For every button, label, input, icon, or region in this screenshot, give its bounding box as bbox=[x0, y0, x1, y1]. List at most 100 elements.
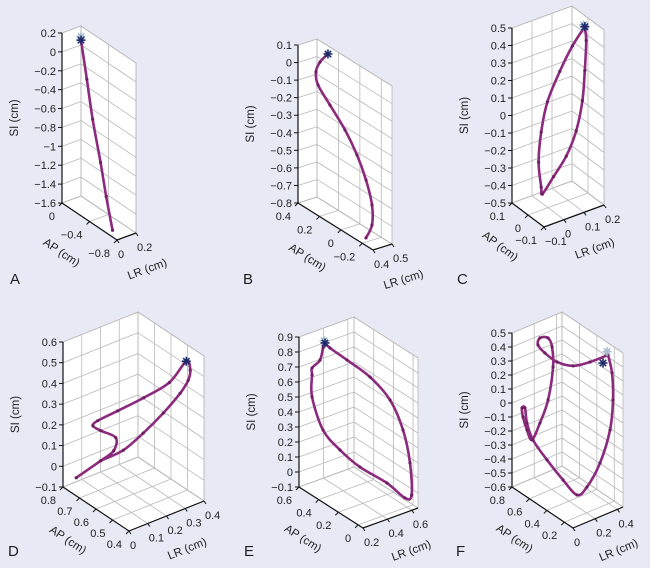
trajectory-point bbox=[520, 406, 524, 410]
si-tick-label: −0.1 bbox=[35, 482, 57, 494]
lr-tick-mark bbox=[543, 226, 547, 231]
ap-tick-mark bbox=[295, 486, 300, 491]
si-tick-label: 0.7 bbox=[278, 362, 293, 374]
gridline-si bbox=[511, 93, 573, 116]
trajectory-point bbox=[338, 448, 342, 452]
si-tick-label: −0.4 bbox=[484, 454, 506, 466]
dark-star-marker-stroke bbox=[77, 36, 85, 44]
si-tick-label: 0 bbox=[500, 111, 506, 123]
si-axis-title: SI (cm) bbox=[459, 391, 471, 428]
trajectory-point bbox=[536, 343, 540, 347]
lr-tick-mark bbox=[184, 508, 188, 512]
gridline-si bbox=[297, 91, 318, 99]
lr-axis-title: LR (cm) bbox=[598, 537, 640, 564]
trajectory-point bbox=[531, 438, 535, 442]
panel-label: A bbox=[10, 271, 20, 288]
gridline-si bbox=[353, 466, 419, 509]
si-tick-label: −0.5 bbox=[484, 468, 506, 480]
gridline-si bbox=[298, 361, 355, 383]
ap-axis bbox=[511, 486, 574, 529]
ap-tick-mark bbox=[58, 202, 63, 207]
trajectory-point bbox=[552, 174, 556, 179]
lr-tick-mark bbox=[411, 509, 415, 514]
ap-tick-label: 0.6 bbox=[507, 507, 522, 519]
trajectory-point bbox=[314, 70, 318, 74]
trajectory-point bbox=[610, 371, 614, 375]
gridline-si bbox=[511, 128, 573, 151]
gridline-si bbox=[297, 73, 318, 81]
trajectory-point bbox=[546, 398, 550, 402]
trajectory-point bbox=[91, 424, 95, 428]
panel-b: 0.10−0.1−0.2−0.3−0.4−0.5−0.6−0.7−0.80.40… bbox=[243, 38, 425, 292]
lr-tick-mark bbox=[372, 249, 376, 254]
si-axis-title: SI (cm) bbox=[459, 97, 471, 134]
gridline-si bbox=[511, 5, 573, 29]
trajectory-point bbox=[116, 409, 120, 413]
ap-tick-mark bbox=[354, 524, 359, 529]
si-tick-label: 0.2 bbox=[41, 28, 56, 40]
ap-tick-mark bbox=[125, 530, 130, 535]
trajectory-point bbox=[539, 130, 543, 134]
ap-tick-mark bbox=[526, 498, 530, 503]
dark-star-marker-stroke bbox=[321, 339, 329, 347]
trajectory-point bbox=[91, 117, 95, 121]
trajectory-point bbox=[85, 77, 89, 81]
ap-tick-mark bbox=[508, 202, 513, 207]
trajectory-point bbox=[571, 364, 575, 368]
trajectory-point bbox=[608, 428, 612, 432]
si-tick-label: −0.6 bbox=[270, 163, 292, 175]
ap-tick-label: 0.8 bbox=[41, 495, 56, 507]
si-tick-label: −0.2 bbox=[484, 146, 506, 158]
gridline-si bbox=[298, 406, 355, 428]
trajectory-point bbox=[545, 100, 550, 104]
trajectory-point bbox=[74, 476, 78, 480]
gridline-si bbox=[353, 391, 419, 434]
trajectory-point bbox=[583, 69, 587, 73]
si-tick-label: −0.5 bbox=[484, 198, 506, 210]
ap-tick-label: 0.1 bbox=[490, 211, 505, 223]
ap-tick-mark bbox=[294, 202, 299, 207]
si-tick-label: −0.2 bbox=[34, 66, 56, 78]
gridline-si bbox=[298, 346, 355, 368]
ap-tick-label: 0.5 bbox=[90, 528, 105, 540]
dark-star-marker bbox=[580, 22, 590, 32]
gridline-si bbox=[316, 91, 393, 140]
trajectory-point bbox=[370, 203, 374, 207]
ap-tick-label: 0.6 bbox=[277, 495, 292, 507]
gridline-si bbox=[511, 409, 563, 432]
gridline-si bbox=[298, 391, 355, 413]
trajectory-point bbox=[523, 406, 527, 410]
trajectory-point bbox=[358, 465, 362, 469]
trajectory-point bbox=[310, 366, 314, 370]
trajectory-point bbox=[316, 83, 320, 87]
ap-tick-label: 0.7 bbox=[57, 506, 72, 518]
si-axis-title: SI (cm) bbox=[246, 393, 258, 430]
gridline-si bbox=[316, 179, 393, 227]
trajectory-point bbox=[355, 153, 359, 157]
trajectory-point bbox=[555, 360, 559, 364]
gridline-si bbox=[511, 145, 573, 169]
trajectory-point bbox=[401, 428, 405, 432]
lr-tick-mark bbox=[603, 204, 607, 209]
si-tick-label: −0.3 bbox=[484, 163, 506, 175]
si-tick-label: −0.2 bbox=[484, 426, 506, 438]
dark-star-marker-stroke bbox=[581, 22, 589, 31]
trajectory-point bbox=[114, 436, 118, 440]
lr-tick-label: 0.4 bbox=[205, 510, 220, 522]
si-tick-label: 0.2 bbox=[42, 420, 57, 432]
si-tick-label: −0.6 bbox=[484, 482, 506, 494]
lr-tick-label: 0.1 bbox=[149, 533, 164, 545]
gridline-si bbox=[511, 395, 563, 418]
gridline-si bbox=[353, 316, 419, 359]
ap-tick-mark bbox=[76, 497, 80, 502]
si-tick-label: 0.2 bbox=[491, 370, 506, 382]
gridline-ap bbox=[318, 479, 374, 500]
lr-axis-title: LR (cm) bbox=[126, 257, 169, 282]
gridline-ap bbox=[62, 456, 139, 488]
gridline-si bbox=[511, 451, 563, 474]
gridline-ap bbox=[61, 195, 82, 204]
lr-axis bbox=[116, 232, 137, 241]
gridline-ap bbox=[298, 466, 355, 488]
lr-tick-label: 0.4 bbox=[618, 518, 633, 530]
si-tick-label: 0 bbox=[51, 461, 57, 473]
